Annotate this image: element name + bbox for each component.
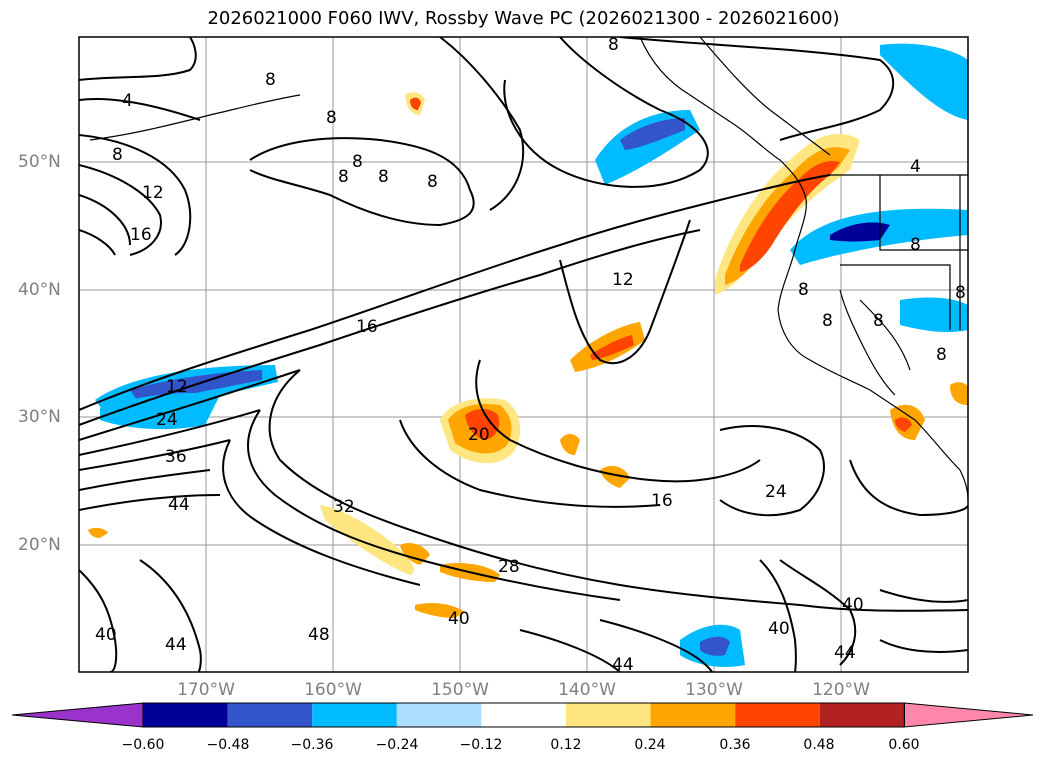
lon-label-160w: 160°W: [304, 680, 362, 700]
colorbar-box: [312, 703, 397, 727]
contour-label: 8: [910, 235, 921, 255]
colorbar-box: [227, 703, 313, 727]
contour-label: 40: [95, 625, 117, 645]
colorbar-extend-low: [11, 702, 144, 728]
colorbar-tick-label: −0.12: [459, 737, 503, 753]
lat-label-30n: 30°N: [18, 407, 61, 427]
colorbar-tick-label: −0.60: [121, 737, 165, 753]
colorbar-box: [819, 703, 905, 727]
contour-label: 8: [873, 311, 884, 331]
lon-label-170w: 170°W: [177, 680, 235, 700]
iwv-contours: [79, 37, 968, 672]
colorbar-box: [735, 703, 820, 727]
contour-label: 8: [822, 311, 833, 331]
lon-label-140w: 140°W: [558, 680, 616, 700]
map-canvas: 4 8 8 8 8 8 8 8 8 12 16 12 16 12 24 36 4…: [78, 35, 969, 675]
lon-label-150w: 150°W: [431, 680, 489, 700]
contour-label: 20: [468, 425, 490, 445]
contour-label: 48: [308, 625, 330, 645]
colorbar-outline: [142, 702, 905, 728]
colorbar-tick-label: −0.48: [206, 737, 250, 753]
contour-label: 8: [427, 172, 438, 192]
contour-label: 40: [768, 619, 790, 639]
lon-label-120w: 120°W: [812, 680, 870, 700]
map-title: 2026021000 F060 IWV, Rossby Wave PC (202…: [207, 8, 840, 29]
lat-label-50n: 50°N: [18, 152, 61, 172]
contour-label: 40: [448, 609, 470, 629]
contour-label: 4: [122, 91, 133, 111]
map-frame: [78, 36, 969, 673]
contour-label: 44: [165, 635, 187, 655]
contour-label: 8: [378, 167, 389, 187]
contour-label: 44: [168, 495, 190, 515]
colorbar-extend-high: [903, 702, 1034, 728]
contour-label: 8: [955, 283, 966, 303]
contour-label: 8: [352, 152, 363, 172]
contour-label: 8: [608, 35, 619, 55]
contour-label: 12: [166, 377, 188, 397]
lon-label-130w: 130°W: [685, 680, 743, 700]
contour-label: 16: [130, 225, 152, 245]
contour-label: 8: [112, 145, 123, 165]
contour-label: 44: [834, 643, 856, 663]
contour-label: 40: [842, 595, 864, 615]
colorbar-tick-label: −0.36: [290, 737, 334, 753]
contour-label: 12: [142, 183, 164, 203]
contour-label: 24: [156, 410, 178, 430]
contour-label: 16: [356, 317, 378, 337]
colorbar-tick-label: 0.36: [719, 737, 751, 753]
negative-anomaly-northeast: [880, 43, 968, 120]
contour-label: 16: [651, 491, 673, 511]
contour-label: 32: [333, 497, 355, 517]
contour-label: 8: [265, 70, 276, 90]
colorbar-box: [396, 703, 482, 727]
contour-label: 36: [165, 447, 187, 467]
colorbar: [11, 702, 1034, 728]
contour-label: 8: [936, 345, 947, 365]
colorbar-box: [143, 703, 228, 727]
contour-label: 24: [765, 482, 787, 502]
contour-label: 8: [338, 167, 349, 187]
contour-labels: 4 8 8 8 8 8 8 8 8 12 16 12 16 12 24 36 4…: [95, 35, 966, 675]
contour-label: 12: [612, 270, 634, 290]
contour-label: 4: [910, 157, 921, 177]
colorbar-tick-label: −0.24: [375, 737, 419, 753]
colorbar-tick-label: 0.12: [550, 737, 582, 753]
colorbar-box: [650, 703, 736, 727]
colorbar-tick-label: 0.48: [803, 737, 835, 753]
colorbar-tick-label: 0.24: [634, 737, 666, 753]
contour-label: 8: [798, 280, 809, 300]
coastlines: [89, 37, 968, 501]
lat-label-40n: 40°N: [18, 280, 61, 300]
contour-label: 28: [498, 557, 520, 577]
colorbar-tick-label: 0.60: [888, 737, 920, 753]
lat-label-20n: 20°N: [18, 535, 61, 555]
contour-label: 8: [326, 108, 337, 128]
colorbar-box: [566, 703, 651, 727]
contour-label: 44: [612, 655, 634, 675]
colorbar-box: [481, 703, 566, 727]
